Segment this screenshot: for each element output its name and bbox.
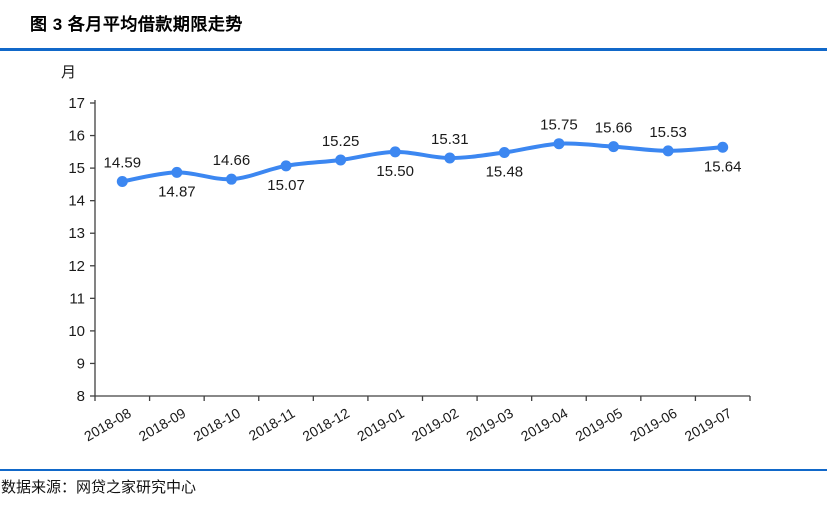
x-tick-label: 2018-08 — [81, 405, 134, 445]
x-tick-label: 2018-10 — [190, 405, 243, 445]
y-tick-label: 15 — [68, 160, 85, 177]
x-tick-label: 2019-07 — [682, 405, 735, 445]
data-point-label: 15.66 — [595, 120, 633, 137]
y-tick-label: 16 — [68, 128, 85, 145]
x-tick-label: 2018-09 — [136, 405, 189, 445]
x-tick-label: 2019-02 — [409, 405, 462, 445]
y-tick-label: 17 — [68, 95, 85, 112]
y-tick-label: 12 — [68, 258, 85, 275]
data-point-marker — [225, 173, 237, 185]
data-point-marker — [553, 138, 565, 150]
x-tick-label: 2019-05 — [573, 405, 626, 445]
x-tick-label: 2018-11 — [246, 405, 298, 444]
data-point-marker — [389, 146, 401, 158]
data-point-label: 15.64 — [704, 158, 742, 175]
data-point-marker — [171, 166, 183, 178]
x-tick-label: 2019-06 — [627, 405, 680, 445]
data-point-label: 15.31 — [431, 131, 469, 148]
data-point-marker — [444, 152, 456, 164]
x-tick-label: 2018-12 — [300, 405, 353, 445]
data-point-marker — [498, 146, 510, 158]
y-axis-unit-label: 月 — [61, 64, 77, 81]
data-point-label: 15.25 — [322, 133, 360, 150]
data-point-label: 14.66 — [213, 152, 251, 169]
data-source: 数据来源：网贷之家研究中心 — [1, 479, 197, 496]
data-point-marker — [335, 154, 347, 166]
data-point-marker — [717, 141, 729, 153]
data-point-label: 15.07 — [267, 177, 305, 194]
data-point-marker — [280, 160, 292, 172]
y-tick-label: 9 — [77, 355, 85, 372]
y-tick-label: 13 — [68, 225, 85, 242]
data-point-marker — [116, 175, 128, 187]
data-point-marker — [608, 141, 620, 153]
y-tick-label: 11 — [69, 290, 85, 307]
y-tick-label: 8 — [77, 388, 85, 405]
data-point-label: 14.87 — [158, 183, 196, 200]
bottom-divider — [0, 469, 827, 471]
data-point-label: 15.53 — [649, 124, 687, 141]
data-point-label: 15.75 — [540, 117, 578, 134]
figure-title: 图 3 各月平均借款期限走势 — [30, 15, 243, 34]
data-point-marker — [662, 145, 674, 157]
data-point-label: 15.48 — [486, 163, 524, 180]
x-tick-label: 2019-03 — [463, 405, 516, 445]
top-divider — [0, 48, 827, 51]
data-point-label: 15.50 — [376, 163, 414, 180]
data-point-label: 14.59 — [104, 154, 142, 171]
x-tick-label: 2019-04 — [518, 405, 571, 445]
y-tick-label: 14 — [68, 193, 85, 210]
y-tick-label: 10 — [68, 323, 85, 340]
x-tick-label: 2019-01 — [354, 405, 407, 445]
